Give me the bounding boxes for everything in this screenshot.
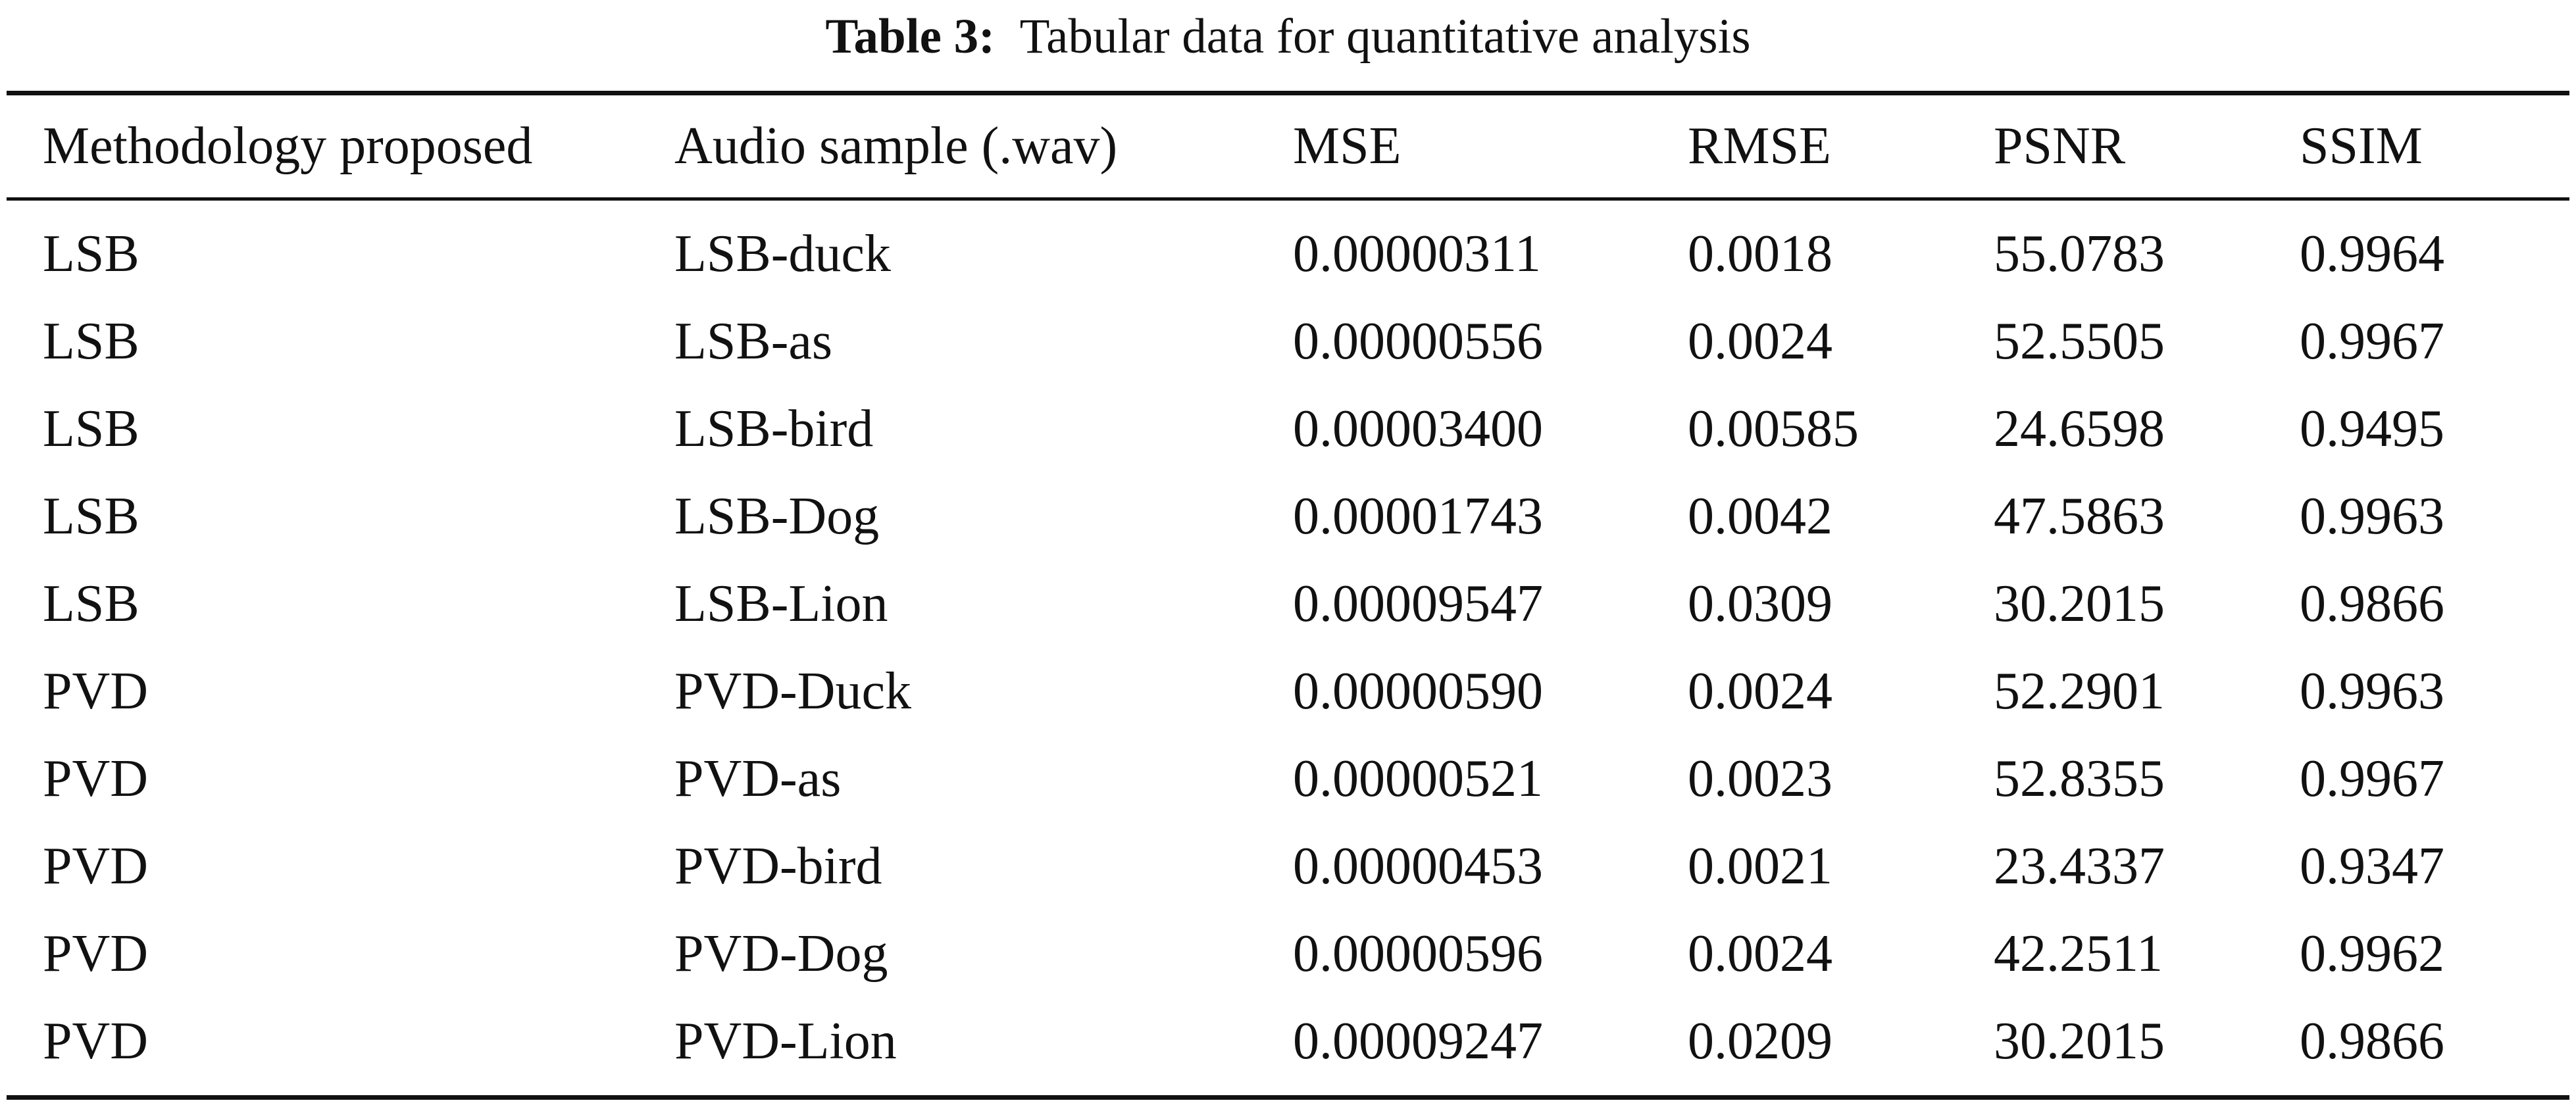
- cell-methodology: PVD: [43, 837, 149, 895]
- cell-psnr: 23.4337: [1994, 837, 2165, 895]
- cell-audio-sample: LSB-bird: [674, 400, 874, 458]
- cell-psnr: 47.5863: [1994, 487, 2165, 545]
- cell-audio-sample: LSB-Lion: [674, 575, 888, 633]
- cell-psnr: 30.2015: [1994, 1012, 2165, 1070]
- header-rmse: RMSE: [1688, 117, 1831, 175]
- cell-audio-sample: LSB-Dog: [674, 487, 880, 545]
- cell-audio-sample: LSB-as: [674, 312, 832, 370]
- cell-methodology: LSB: [43, 312, 139, 370]
- cell-mse: 0.00009547: [1293, 575, 1543, 633]
- cell-ssim: 0.9963: [2300, 487, 2444, 545]
- table-row: LSB LSB-as 0.00000556 0.0024 52.5505 0.9…: [7, 298, 2569, 385]
- cell-rmse: 0.0024: [1688, 925, 1832, 983]
- cell-psnr: 42.2511: [1994, 925, 2163, 983]
- cell-rmse: 0.0024: [1688, 312, 1832, 370]
- cell-audio-sample: PVD-as: [674, 750, 842, 808]
- table-header-rule: [7, 197, 2569, 201]
- cell-psnr: 52.2901: [1994, 662, 2165, 720]
- table-row: LSB LSB-Lion 0.00009547 0.0309 30.2015 0…: [7, 560, 2569, 648]
- cell-rmse: 0.0018: [1688, 225, 1832, 283]
- cell-rmse: 0.0309: [1688, 575, 1832, 633]
- header-mse: MSE: [1293, 117, 1402, 175]
- cell-rmse: 0.0209: [1688, 1012, 1832, 1070]
- cell-mse: 0.00003400: [1293, 400, 1543, 458]
- table-row: LSB LSB-Dog 0.00001743 0.0042 47.5863 0.…: [7, 473, 2569, 560]
- cell-mse: 0.00000596: [1293, 925, 1543, 983]
- cell-ssim: 0.9495: [2300, 400, 2444, 458]
- cell-audio-sample: PVD-bird: [674, 837, 882, 895]
- table-bottom-rule: [7, 1095, 2569, 1100]
- cell-audio-sample: PVD-Dog: [674, 925, 888, 983]
- table-row: LSB LSB-duck 0.00000311 0.0018 55.0783 0…: [7, 197, 2569, 298]
- caption-title: Tabular data for quantitative analysis: [1019, 9, 1751, 64]
- header-psnr: PSNR: [1994, 117, 2126, 175]
- cell-methodology: PVD: [43, 1012, 149, 1070]
- cell-mse: 0.00000556: [1293, 312, 1543, 370]
- cell-ssim: 0.9964: [2300, 225, 2444, 283]
- cell-mse: 0.00001743: [1293, 487, 1543, 545]
- cell-psnr: 55.0783: [1994, 225, 2165, 283]
- cell-audio-sample: PVD-Lion: [674, 1012, 897, 1070]
- cell-methodology: LSB: [43, 487, 139, 545]
- cell-audio-sample: LSB-duck: [674, 225, 891, 283]
- cell-ssim: 0.9962: [2300, 925, 2444, 983]
- quantitative-analysis-table: Methodology proposed Audio sample (.wav)…: [7, 95, 2569, 1085]
- cell-methodology: PVD: [43, 750, 149, 808]
- header-audio-sample: Audio sample (.wav): [674, 117, 1118, 175]
- table-row: PVD PVD-Duck 0.00000590 0.0024 52.2901 0…: [7, 648, 2569, 735]
- cell-rmse: 0.0024: [1688, 662, 1832, 720]
- table-row: PVD PVD-as 0.00000521 0.0023 52.8355 0.9…: [7, 735, 2569, 823]
- table-row: PVD PVD-bird 0.00000453 0.0021 23.4337 0…: [7, 823, 2569, 910]
- caption-label: Table 3:: [825, 9, 996, 64]
- cell-psnr: 30.2015: [1994, 575, 2165, 633]
- cell-ssim: 0.9963: [2300, 662, 2444, 720]
- table-row: PVD PVD-Dog 0.00000596 0.0024 42.2511 0.…: [7, 910, 2569, 998]
- cell-methodology: LSB: [43, 400, 139, 458]
- header-row: Methodology proposed Audio sample (.wav)…: [7, 95, 2569, 197]
- cell-methodology: LSB: [43, 225, 139, 283]
- cell-methodology: PVD: [43, 925, 149, 983]
- cell-methodology: PVD: [43, 662, 149, 720]
- cell-ssim: 0.9967: [2300, 750, 2444, 808]
- cell-psnr: 24.6598: [1994, 400, 2165, 458]
- cell-rmse: 0.0021: [1688, 837, 1832, 895]
- cell-audio-sample: PVD-Duck: [674, 662, 911, 720]
- cell-mse: 0.00000590: [1293, 662, 1543, 720]
- cell-mse: 0.00000453: [1293, 837, 1543, 895]
- header-methodology: Methodology proposed: [43, 117, 533, 175]
- cell-mse: 0.00000311: [1293, 225, 1542, 283]
- table-top-rule: [7, 91, 2569, 95]
- cell-ssim: 0.9866: [2300, 575, 2444, 633]
- cell-psnr: 52.8355: [1994, 750, 2165, 808]
- table-caption: Table 3: Tabular data for quantitative a…: [0, 0, 2576, 74]
- header-ssim: SSIM: [2300, 117, 2423, 175]
- cell-rmse: 0.0042: [1688, 487, 1832, 545]
- cell-mse: 0.00009247: [1293, 1012, 1543, 1070]
- cell-ssim: 0.9967: [2300, 312, 2444, 370]
- table-row: LSB LSB-bird 0.00003400 0.00585 24.6598 …: [7, 385, 2569, 473]
- cell-mse: 0.00000521: [1293, 750, 1543, 808]
- cell-rmse: 0.0023: [1688, 750, 1832, 808]
- cell-psnr: 52.5505: [1994, 312, 2165, 370]
- cell-ssim: 0.9866: [2300, 1012, 2444, 1070]
- cell-methodology: LSB: [43, 575, 139, 633]
- cell-ssim: 0.9347: [2300, 837, 2444, 895]
- cell-rmse: 0.00585: [1688, 400, 1859, 458]
- table-row: PVD PVD-Lion 0.00009247 0.0209 30.2015 0…: [7, 998, 2569, 1085]
